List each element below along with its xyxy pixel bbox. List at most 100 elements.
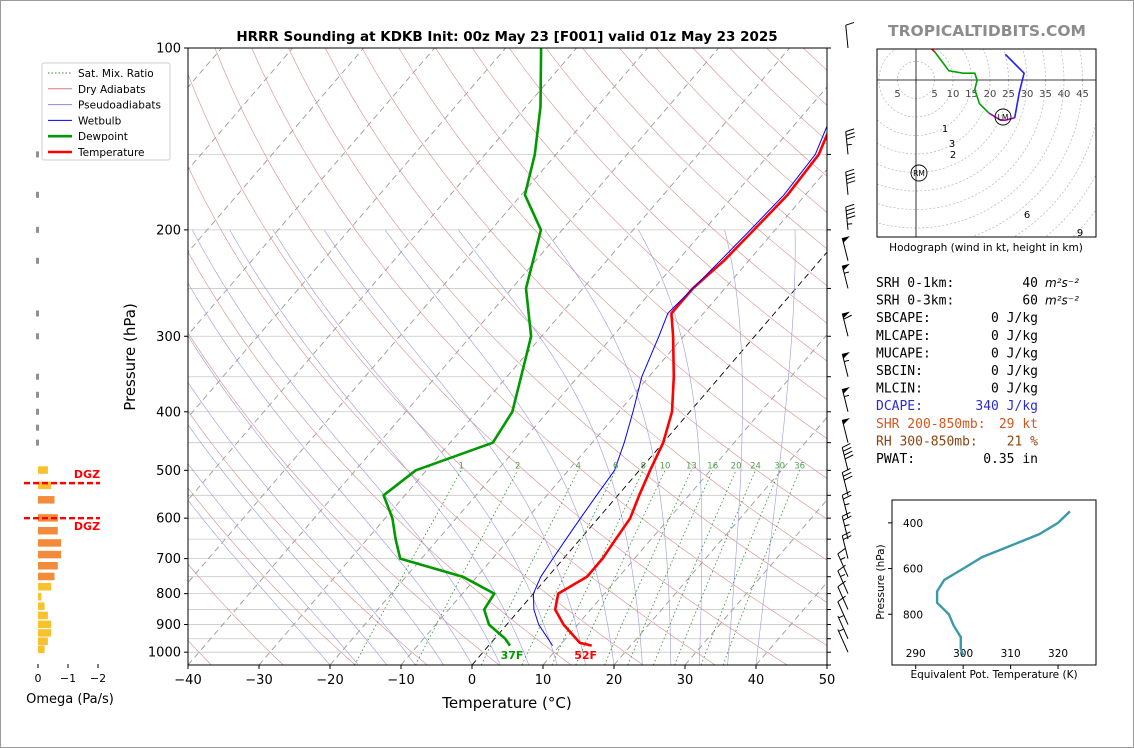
mixing-ratio-line (354, 470, 462, 665)
legend-label: Dry Adiabats (78, 84, 146, 96)
x-tick-label: −20 (316, 673, 343, 688)
wind-barb-full (844, 454, 854, 460)
hodograph-ring-label: 10 (947, 89, 960, 100)
wind-barb-half (840, 557, 846, 561)
omega-bar (38, 466, 48, 474)
dgz-label-top: DGZ (74, 468, 100, 481)
theta-x-tick-label: 310 (1001, 648, 1021, 660)
omega-tick-label: 0 (35, 672, 42, 685)
hodograph-ring-label: 30 (1021, 89, 1034, 100)
pseudoadiabat-line (755, 229, 796, 665)
isotherm-line (826, 664, 827, 665)
isotherm-line (684, 499, 827, 665)
hodograph-height-label: 9 (1077, 228, 1083, 239)
wind-barb (841, 387, 850, 412)
wind-barb-full (846, 215, 856, 219)
isotherm-line (471, 251, 827, 665)
y-tick-label: 300 (156, 330, 181, 345)
wind-barb-staff (837, 615, 849, 639)
dry-adiabat-line (435, 48, 827, 439)
wind-barb-full (837, 580, 846, 588)
y-tick-label: 700 (156, 552, 181, 567)
index-label: RH 300-850mb: (876, 434, 978, 449)
wind-barb-staff (845, 25, 849, 49)
dry-adiabat-line (803, 48, 827, 71)
dry-adiabat-line (472, 48, 827, 400)
mixing-ratio-label: 2 (515, 461, 520, 471)
surface-temp-label: 52F (574, 649, 597, 662)
x-tick-label: 40 (748, 673, 765, 688)
wind-barb-half (844, 503, 850, 506)
omega-bar (38, 583, 52, 591)
legend-label: Wetbulb (78, 115, 122, 127)
wind-barb (837, 628, 849, 653)
pseudoadiabat-line (724, 229, 743, 665)
mixing-ratio-label: 1 (459, 461, 464, 471)
index-value: 0 J/kg (991, 346, 1038, 361)
hodograph-height-label: 6 (1024, 210, 1030, 221)
mixing-ratio-label: 4 (575, 461, 580, 471)
dry-adiabat-line (188, 332, 500, 665)
x-tick-label: −40 (174, 673, 201, 688)
omega-bar (38, 496, 55, 504)
skewt-panel: 1 2 4 6 8 10 13 16 20 24 30 36−40 −30 −20 −10 0 10 20 30 40… (121, 42, 835, 713)
dry-adiabat-line (188, 251, 572, 665)
pseudoadiabat-line (188, 499, 331, 665)
isotherm-line (613, 416, 827, 665)
skewt-y-axis-label: Pressure (hPa) (121, 303, 139, 411)
wind-barb-full (843, 314, 853, 320)
wind-barb-staff (837, 570, 849, 594)
omega-bar (38, 602, 45, 610)
omega-bar (38, 637, 48, 645)
wind-barb-staff (841, 535, 849, 559)
wind-barb-full (845, 132, 855, 136)
omega-bar (38, 620, 52, 629)
legend-label: Temperature (77, 147, 145, 159)
omega-marker (36, 333, 39, 340)
wind-barb-flag (842, 236, 850, 243)
series-dewpoint-line (382, 48, 543, 647)
mixing-ratio-label: 30 (774, 461, 785, 471)
wind-barb (841, 511, 852, 540)
wind-barb (837, 595, 849, 625)
wind-barb-staff (841, 516, 849, 540)
wind-barb (841, 443, 854, 471)
wind-barb-full (845, 172, 855, 177)
wind-barb-full (842, 490, 851, 496)
omega-marker (36, 373, 39, 380)
mixing-ratio-line (674, 470, 756, 665)
series-temperature-line (553, 131, 827, 647)
index-unit: m²s⁻² (1045, 276, 1079, 290)
wind-barb (841, 468, 853, 496)
wind-barb-staff (841, 472, 849, 496)
wind-barbs (837, 21, 856, 653)
wind-barb-full (842, 531, 851, 537)
y-tick-label: 200 (156, 223, 181, 238)
omega-bar (38, 572, 55, 581)
y-tick-label: 400 (156, 405, 181, 420)
hodograph-height-label: 1 (942, 124, 948, 135)
wind-barb-half (838, 628, 844, 632)
wind-barb-full (842, 443, 851, 448)
omega-marker (36, 310, 39, 317)
pseudoadiabat-line (458, 229, 643, 665)
wind-barb-staff (845, 131, 849, 155)
isotherm-line (188, 48, 719, 665)
index-label: MLCIN: (876, 382, 923, 397)
omega-bar (38, 526, 58, 535)
wind-barb-full (846, 211, 856, 216)
omega-tick-label: −1 (60, 672, 76, 685)
y-tick-label: 900 (156, 618, 181, 633)
index-label: DCAPE: (876, 399, 923, 414)
omega-bar (38, 539, 62, 547)
wind-barb-full (843, 450, 853, 456)
index-label: PWAT: (876, 452, 915, 467)
mixing-ratio-label: 36 (794, 461, 805, 471)
theta-y-tick-label: 800 (903, 609, 923, 621)
wind-barb-full (842, 468, 851, 473)
index-label: MLCAPE: (876, 329, 931, 344)
index-label: SRH 0-3km: (876, 294, 954, 309)
index-label: MUCAPE: (876, 346, 931, 361)
y-tick-label: 800 (156, 587, 181, 602)
wind-barb (845, 128, 856, 155)
